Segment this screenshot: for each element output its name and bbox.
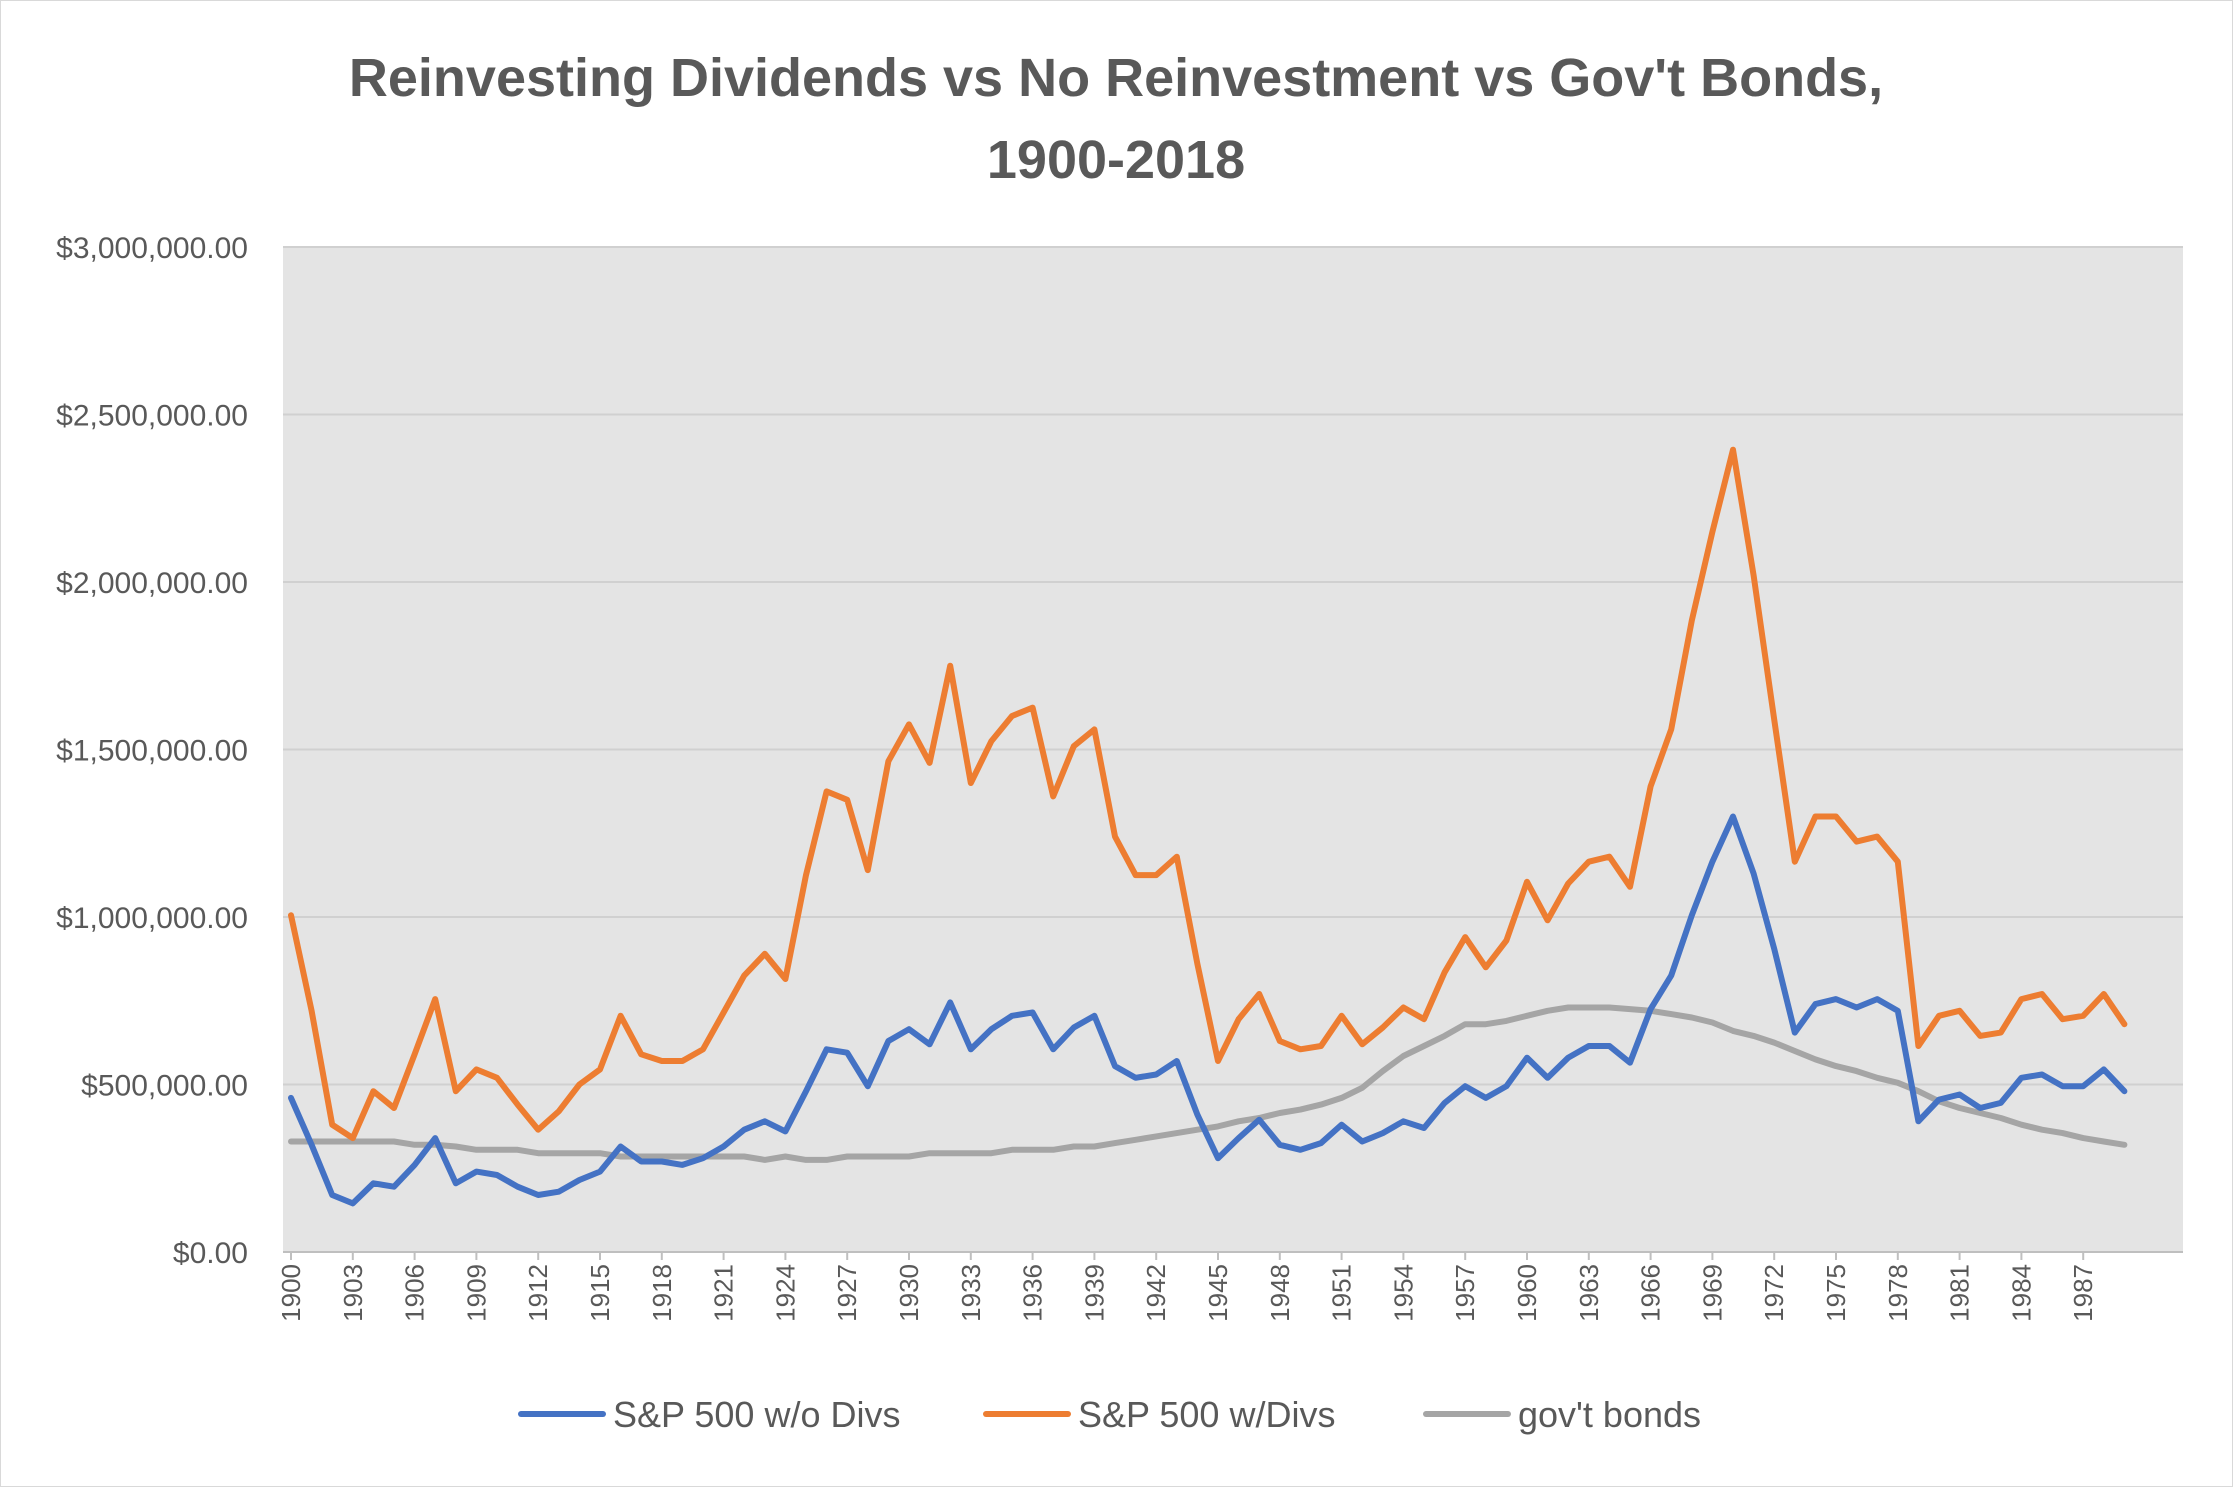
x-tick-label: 1909 xyxy=(461,1264,491,1322)
x-tick-label: 1951 xyxy=(1327,1264,1357,1322)
x-tick-label: 1942 xyxy=(1141,1264,1171,1322)
x-tick-label: 1978 xyxy=(1883,1264,1913,1322)
x-tick-label: 1963 xyxy=(1574,1264,1604,1322)
x-tick-label: 1900 xyxy=(276,1264,306,1322)
x-tick-label: 1969 xyxy=(1697,1264,1727,1322)
x-tick-label: 1906 xyxy=(400,1264,430,1322)
x-tick-label: 1987 xyxy=(2068,1264,2098,1322)
x-tick-label: 1936 xyxy=(1018,1264,1048,1322)
x-tick-label: 1966 xyxy=(1636,1264,1666,1322)
legend-label: gov't bonds xyxy=(1518,1394,1701,1435)
x-tick-label: 1915 xyxy=(585,1264,615,1322)
x-tick-label: 1930 xyxy=(894,1264,924,1322)
x-tick-label: 1945 xyxy=(1203,1264,1233,1322)
x-tick-label: 1957 xyxy=(1450,1264,1480,1322)
y-tick-label: $3,000,000.00 xyxy=(56,232,248,265)
x-tick-label: 1903 xyxy=(338,1264,368,1322)
x-axis-ticks: 1900 1903 1906 1909 1912 1915 1918 1921 1924 1927… xyxy=(276,1252,2098,1322)
series-line-1 xyxy=(288,446,2128,1142)
y-tick-label: $1,000,000.00 xyxy=(56,902,248,935)
series-lines xyxy=(288,446,2128,1207)
y-tick-label: $500,000.00 xyxy=(81,1070,248,1103)
x-tick-label: 1954 xyxy=(1388,1264,1418,1322)
x-tick-label: 1975 xyxy=(1821,1264,1851,1322)
x-tick-label: 1921 xyxy=(709,1264,739,1322)
y-tick-label: $2,500,000.00 xyxy=(56,400,248,433)
x-tick-label: 1960 xyxy=(1512,1264,1542,1322)
x-tick-label: 1981 xyxy=(1945,1264,1975,1322)
chart-title-line1: Reinvesting Dividends vs No Reinvestment… xyxy=(349,48,1883,108)
x-tick-label: 1933 xyxy=(956,1264,986,1322)
x-tick-label: 1927 xyxy=(832,1264,862,1322)
x-tick-label: 1924 xyxy=(770,1264,800,1322)
x-tick-label: 1939 xyxy=(1079,1264,1109,1322)
x-tick-label: 1984 xyxy=(2006,1264,2036,1322)
legend: S&P 500 w/o Divs S&P 500 w/Divs gov't bond… xyxy=(518,1394,1701,1435)
chart-title-line2: 1900-2018 xyxy=(987,130,1245,190)
y-tick-label: $2,000,000.00 xyxy=(56,567,248,600)
legend-label: S&P 500 w/Divs xyxy=(1078,1394,1335,1435)
x-tick-label: 1948 xyxy=(1265,1264,1295,1322)
x-tick-label: 1912 xyxy=(523,1264,553,1322)
y-axis-ticks: $0.00 $500,000.00 $1,000,000.00 $1,500,000.… xyxy=(56,232,248,1270)
x-tick-label: 1972 xyxy=(1759,1264,1789,1322)
y-tick-label: $0.00 xyxy=(173,1237,248,1270)
legend-label: S&P 500 w/o Divs xyxy=(613,1394,900,1435)
y-tick-label: $1,500,000.00 xyxy=(56,735,248,768)
series-line-0 xyxy=(288,813,2128,1207)
x-tick-label: 1918 xyxy=(647,1264,677,1322)
series-line-2 xyxy=(288,1004,2128,1163)
